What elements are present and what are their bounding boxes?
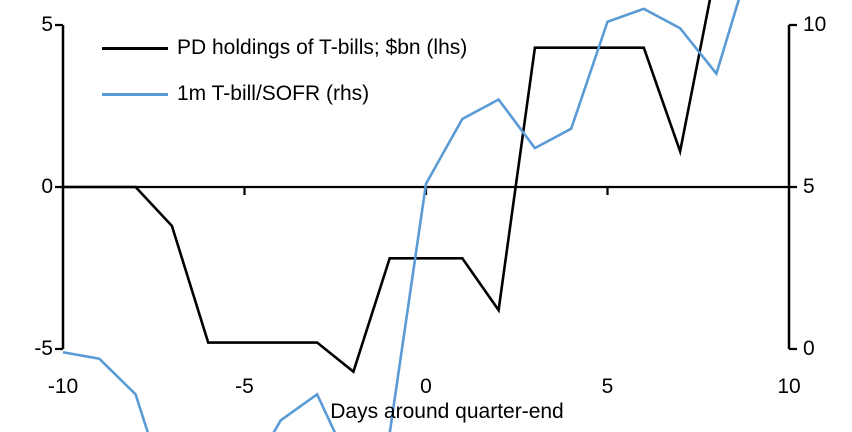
y-axis-right-tick-label: 10	[803, 13, 827, 36]
legend-label-sofr-spread: 1m T-bill/SOFR (rhs)	[177, 82, 370, 105]
x-axis-tick-label: 10	[777, 375, 801, 398]
legend-label-pd-holdings: PD holdings of T-bills; $bn (lhs)	[177, 36, 468, 59]
y-axis-left-tick-label: 0	[41, 175, 53, 198]
legend: PD holdings of T-bills; $bn (lhs) 1m T-b…	[102, 35, 467, 127]
legend-item-sofr-spread: 1m T-bill/SOFR (rhs)	[102, 81, 467, 107]
legend-item-pd-holdings: PD holdings of T-bills; $bn (lhs)	[102, 35, 467, 61]
x-axis-tick-label: -10	[47, 375, 79, 398]
legend-line-swatch-black	[102, 46, 168, 50]
legend-line-swatch-blue	[102, 92, 168, 96]
y-axis-left-tick-label: 5	[41, 13, 53, 36]
y-axis-right-tick-label: 0	[803, 337, 815, 360]
y-axis-left-tick-label: -5	[34, 337, 53, 360]
series-line-tbill-sofr	[62, 0, 741, 432]
series-line-pd-holdings	[63, 0, 712, 374]
x-axis-tick-label: 0	[420, 375, 432, 398]
x-axis-title: Days around quarter-end	[330, 400, 564, 423]
x-axis-tick-label: 5	[601, 375, 614, 398]
y-axis-right-tick-label: 5	[803, 175, 815, 198]
x-axis-tick-label: -5	[235, 375, 254, 398]
